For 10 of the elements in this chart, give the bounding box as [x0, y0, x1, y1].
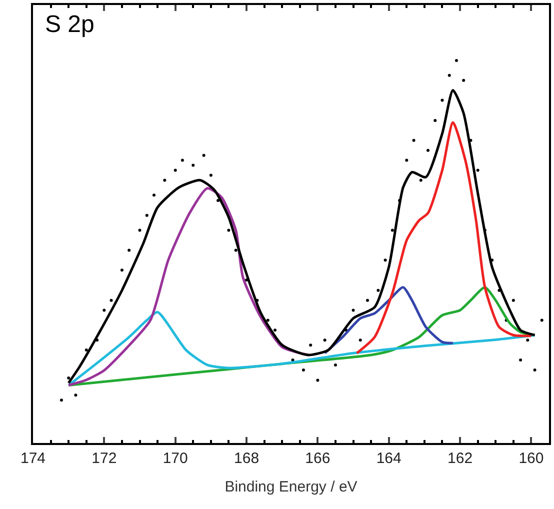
x-tick-label: 172	[92, 450, 117, 467]
x-tick-label: 174	[20, 450, 46, 467]
x-tick-label: 170	[162, 450, 188, 467]
x-tick-label: 160	[518, 450, 544, 467]
x-tick-label: 162	[448, 450, 473, 467]
x-tick-label: 166	[305, 450, 330, 467]
x-tick-label: 168	[234, 450, 260, 467]
text: S 2p	[45, 11, 94, 38]
x-axis-title: Binding Energy / eV	[224, 478, 358, 496]
x-tick-label: 164	[376, 450, 402, 467]
